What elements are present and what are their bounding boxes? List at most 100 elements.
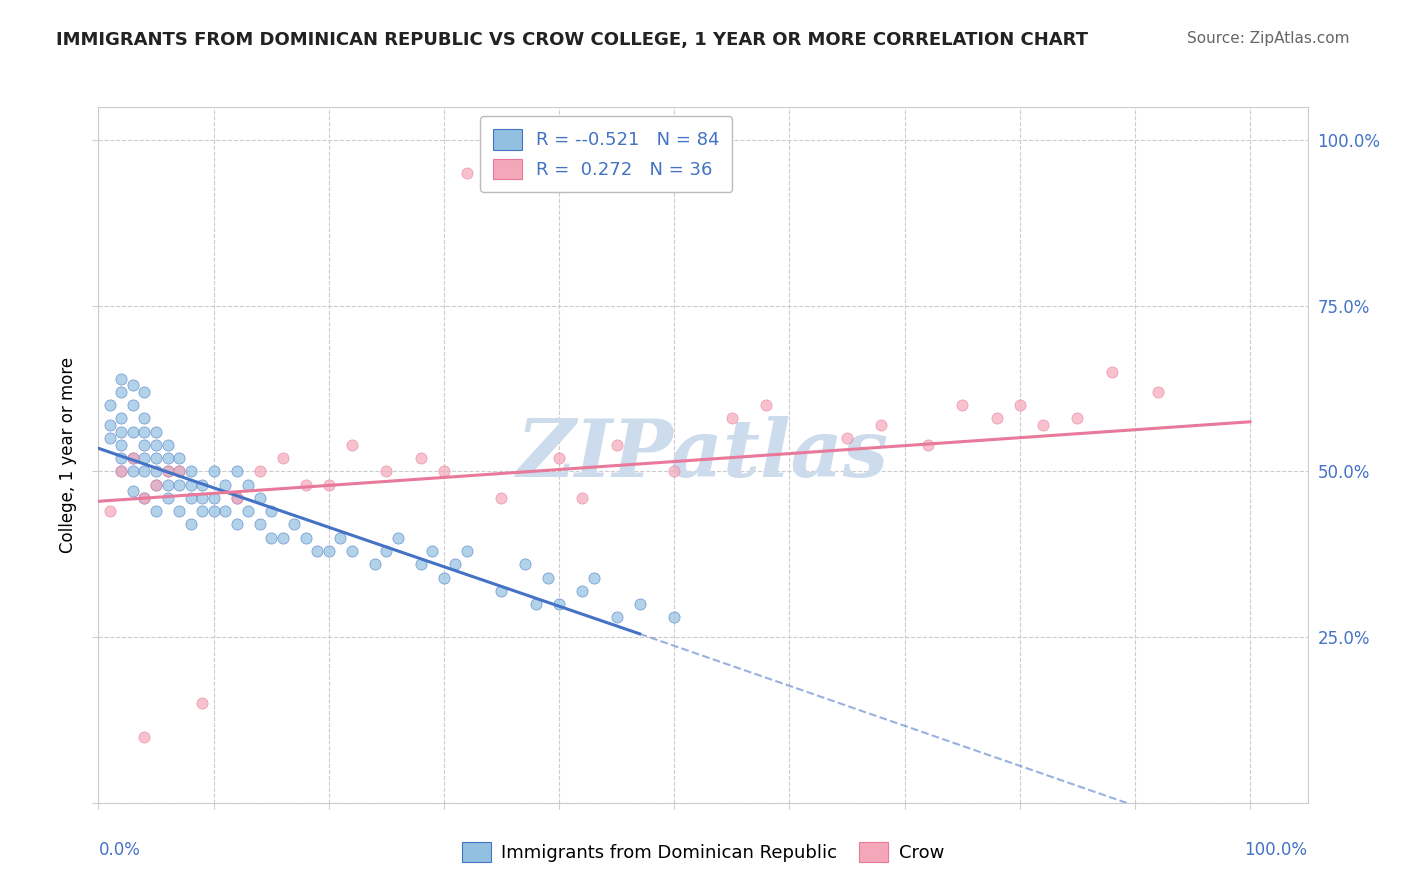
Point [260,504,283,518]
Point [375,544,398,558]
Point [225,491,247,505]
Point [664,610,686,624]
Point [870,418,893,433]
Point [202,465,225,479]
Point [202,504,225,518]
Point [720,411,742,425]
Point [134,411,156,425]
Point [318,544,340,558]
Point [329,531,352,545]
Text: IMMIGRANTS FROM DOMINICAN REPUBLIC VS CROW COLLEGE, 1 YEAR OR MORE CORRELATION C: IMMIGRANTS FROM DOMINICAN REPUBLIC VS CR… [56,31,1088,49]
Point [122,465,145,479]
Point [225,517,247,532]
Point [214,504,236,518]
Point [456,166,478,180]
Point [986,411,1008,425]
Point [145,465,167,479]
Point [98,504,121,518]
Point [433,465,456,479]
Point [524,597,547,611]
Point [122,451,145,466]
Point [134,438,156,452]
Point [513,558,536,572]
Point [571,491,593,505]
Point [294,477,316,491]
Point [145,477,167,491]
Point [536,570,558,584]
Point [167,451,190,466]
Point [422,544,444,558]
Point [628,597,651,611]
Point [755,398,778,412]
Text: Source: ZipAtlas.com: Source: ZipAtlas.com [1187,31,1350,46]
Text: ZIPatlas: ZIPatlas [517,417,889,493]
Point [110,465,132,479]
Point [156,491,179,505]
Point [122,484,145,499]
Point [283,517,305,532]
Point [191,477,214,491]
Point [294,531,316,545]
Point [110,438,132,452]
Point [582,570,605,584]
Point [110,372,132,386]
Point [225,465,247,479]
Point [491,583,513,598]
Point [167,465,190,479]
Point [134,425,156,439]
Point [191,491,214,505]
Point [122,378,145,392]
Point [307,544,329,558]
Point [236,477,259,491]
Point [271,451,294,466]
Point [98,431,121,445]
Point [249,465,271,479]
Point [409,558,432,572]
Point [167,477,190,491]
Point [180,491,202,505]
Point [191,697,214,711]
Point [110,384,132,399]
Point [249,517,271,532]
Text: 0.0%: 0.0% [98,841,141,859]
Point [145,451,167,466]
Point [156,465,179,479]
Point [134,384,156,399]
Point [375,465,398,479]
Point [180,477,202,491]
Point [214,477,236,491]
Point [180,517,202,532]
Point [145,504,167,518]
Point [835,431,858,445]
Point [1066,411,1088,425]
Point [98,418,121,433]
Point [134,465,156,479]
Point [364,558,387,572]
Point [260,531,283,545]
Point [340,438,363,452]
Point [134,491,156,505]
Point [249,491,271,505]
Point [156,477,179,491]
Point [110,425,132,439]
Y-axis label: College, 1 year or more: College, 1 year or more [59,357,77,553]
Point [664,465,686,479]
Point [134,491,156,505]
Point [145,425,167,439]
Point [236,504,259,518]
Point [571,583,593,598]
Point [156,451,179,466]
Point [433,570,456,584]
Point [122,451,145,466]
Point [110,411,132,425]
Point [156,438,179,452]
Point [1032,418,1054,433]
Point [409,451,432,466]
Point [134,730,156,744]
Point [950,398,973,412]
Point [548,451,571,466]
Point [606,438,628,452]
Point [98,398,121,412]
Point [271,531,294,545]
Point [491,491,513,505]
